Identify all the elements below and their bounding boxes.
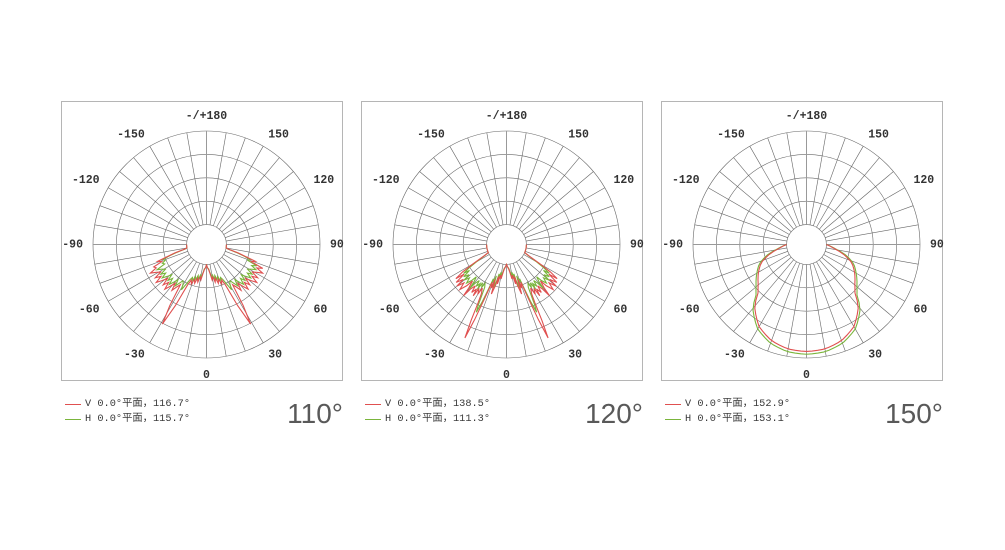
svg-text:-150: -150 [117,129,145,142]
svg-text:-150: -150 [417,129,445,142]
svg-text:-30: -30 [724,348,745,361]
svg-text:90: 90 [930,239,944,252]
svg-text:-/+180: -/+180 [186,110,228,123]
svg-text:120: 120 [613,174,634,187]
svg-text:-120: -120 [372,174,400,187]
svg-text:-90: -90 [62,239,83,252]
svg-text:120: 120 [313,174,334,187]
svg-text:60: 60 [913,303,927,316]
svg-text:-30: -30 [424,348,445,361]
svg-text:0: 0 [203,369,210,382]
svg-text:-120: -120 [672,174,700,187]
svg-text:90: 90 [630,239,644,252]
svg-text:-60: -60 [379,303,400,316]
svg-text:30: 30 [568,348,582,361]
svg-text:-150: -150 [717,129,745,142]
svg-text:-90: -90 [662,239,683,252]
svg-text:-60: -60 [79,303,100,316]
svg-text:30: 30 [868,348,882,361]
svg-text:60: 60 [613,303,627,316]
svg-text:150: 150 [568,129,589,142]
svg-text:-120: -120 [72,174,100,187]
svg-text:-60: -60 [679,303,700,316]
svg-text:150: 150 [268,129,289,142]
svg-text:90: 90 [330,239,344,252]
svg-text:-/+180: -/+180 [786,110,828,123]
svg-text:0: 0 [803,369,810,382]
svg-text:120: 120 [913,174,934,187]
svg-text:150: 150 [868,129,889,142]
svg-text:-30: -30 [124,348,145,361]
svg-text:-/+180: -/+180 [486,110,528,123]
svg-text:60: 60 [313,303,327,316]
svg-text:30: 30 [268,348,282,361]
svg-text:0: 0 [503,369,510,382]
svg-text:-90: -90 [362,239,383,252]
